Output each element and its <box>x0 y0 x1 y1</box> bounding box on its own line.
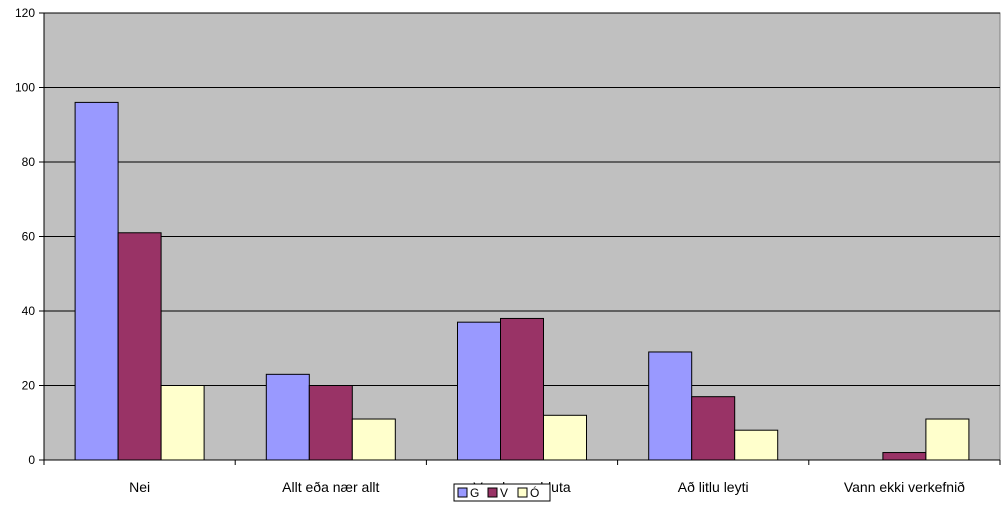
bar-g-4 <box>648 351 693 461</box>
bar-ó-2 <box>351 418 396 461</box>
x-tick-label: Að litlu leyti <box>678 479 749 495</box>
bar-g-3 <box>457 321 501 461</box>
x-tick-label: Vann ekki verkefnið <box>844 479 965 495</box>
bar-ó-4 <box>734 429 779 461</box>
legend-label: G <box>470 486 479 500</box>
legend-swatch-ó <box>517 487 528 498</box>
bar-v-1 <box>117 232 162 461</box>
bar-ó-3 <box>543 414 587 461</box>
bar-v-3 <box>500 317 544 461</box>
bars <box>74 101 970 461</box>
y-tick-label: 120 <box>15 6 35 20</box>
bar-ó-1 <box>160 385 205 461</box>
y-tick-label: 0 <box>28 453 35 467</box>
bar-v-4 <box>691 396 736 461</box>
legend-label: V <box>500 486 508 500</box>
y-tick-label: 40 <box>22 304 36 318</box>
x-tick-label: Allt eða nær allt <box>282 479 379 495</box>
x-tick-label: Nei <box>129 479 150 495</box>
bar-ó-5 <box>925 418 970 461</box>
y-tick-label: 100 <box>15 81 35 95</box>
y-tick-label: 20 <box>22 379 36 393</box>
y-tick-label: 80 <box>22 155 36 169</box>
bar-g-1 <box>74 101 119 461</box>
legend-swatch-v <box>487 487 498 498</box>
bar-v-5 <box>882 452 927 461</box>
y-axis: 0 20 40 60 80 100 120 <box>15 6 45 467</box>
legend-swatch-g <box>457 487 468 498</box>
legend-label: Ó <box>530 485 539 500</box>
bar-v-2 <box>308 385 353 461</box>
y-tick-label: 60 <box>22 230 36 244</box>
bar-g-2 <box>265 373 310 461</box>
